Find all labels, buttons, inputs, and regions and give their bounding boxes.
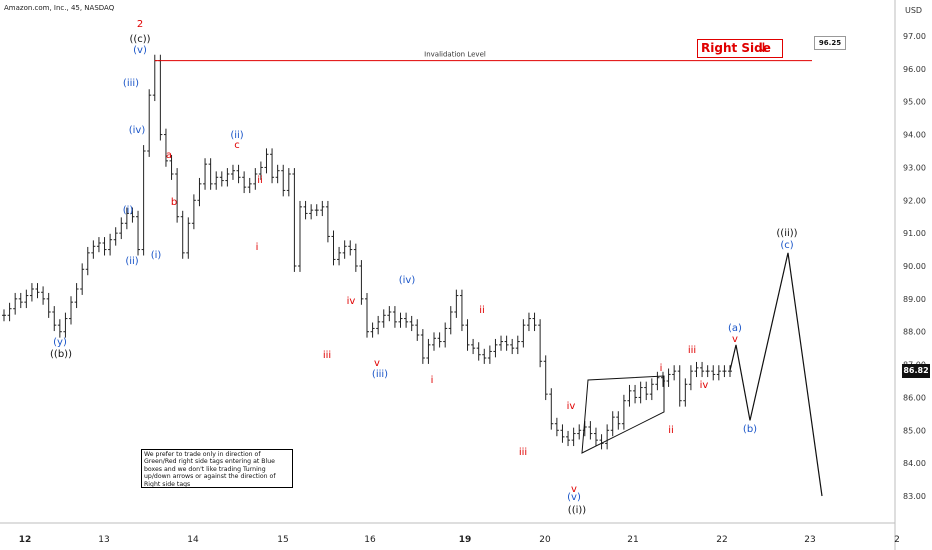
wave-label: i — [256, 242, 259, 253]
invalidation-label: Invalidation Level — [424, 51, 486, 59]
wave-label: i — [431, 375, 434, 386]
invalidation-price-tag: 96.25 — [814, 36, 846, 50]
wave-label: ((c)) — [129, 34, 150, 45]
y-tick-label: 86.00 — [903, 393, 926, 402]
wave-label: (ii) — [125, 256, 138, 267]
wave-label: iii — [519, 447, 527, 458]
wave-label: (iv) — [399, 275, 416, 286]
y-tick-label: 84.00 — [903, 459, 926, 468]
projection-path — [729, 252, 823, 497]
wave-label: (iv) — [129, 125, 146, 136]
y-tick-label: 91.00 — [903, 229, 926, 238]
wave-label: c — [234, 140, 240, 151]
wave-label: iv — [567, 401, 576, 412]
y-tick-label: 96.00 — [903, 65, 926, 74]
wave-label: (a) — [728, 323, 742, 334]
wave-label: (c) — [780, 240, 793, 251]
y-tick-label: 95.00 — [903, 98, 926, 107]
y-tick-label: 94.00 — [903, 131, 926, 140]
x-tick-label: 23 — [804, 535, 815, 545]
trading-note: We prefer to trade only in direction of … — [141, 449, 293, 488]
wave-labels: 2((c))(v)(iii)(iv)(i)(ii)(y)((b))ab(i)(i… — [50, 19, 798, 516]
wave-label: (i) — [151, 250, 162, 261]
y-tick-label: 85.00 — [903, 426, 926, 435]
right-side-label: Right Side — [701, 41, 771, 55]
wave-label: i — [660, 363, 663, 374]
wave-label: v — [571, 484, 577, 495]
x-tick-label: 21 — [627, 535, 638, 545]
wave-label: ((b)) — [50, 349, 72, 360]
wave-label: (v) — [567, 492, 581, 503]
x-tick-label: 13 — [98, 535, 109, 545]
wave-label: ii — [479, 305, 485, 316]
wave-label: (i) — [123, 205, 134, 216]
wave-label: (iii) — [123, 78, 139, 89]
wave-label: (y) — [53, 337, 67, 348]
wave-label: (ii) — [230, 130, 243, 141]
wave-label: ((ii)) — [776, 228, 797, 239]
y-tick-label: 97.00 — [903, 32, 926, 41]
wave-label: iv — [347, 296, 356, 307]
price-bars — [2, 54, 732, 450]
x-tick-label: 2 — [894, 535, 900, 545]
wave-label: b — [171, 197, 177, 208]
wave-label: ii — [257, 175, 263, 186]
x-tick-label: 14 — [187, 535, 199, 545]
wave-label: a — [166, 150, 172, 161]
x-tick-label: 16 — [364, 535, 376, 545]
wave-label: (iii) — [372, 369, 388, 380]
wave-label: iii — [323, 350, 331, 361]
wave-label: ((i)) — [568, 505, 586, 516]
x-tick-label: 22 — [716, 535, 727, 545]
overlay-lines: Invalidation Level — [154, 51, 823, 497]
x-tick-label: 15 — [277, 535, 288, 545]
y-tick-label: 83.00 — [903, 492, 926, 501]
x-tick-label: 12 — [19, 535, 32, 545]
chart-title: Amazon.com, Inc., 45, NASDAQ — [4, 4, 115, 12]
wave-label: v — [374, 358, 380, 369]
y-tick-label: 90.00 — [903, 262, 926, 271]
x-tick-label: 20 — [539, 535, 551, 545]
wave-label: v — [732, 334, 738, 345]
y-tick-label: 92.00 — [903, 196, 926, 205]
right-side-tag: Right Side ↓ — [697, 39, 783, 58]
wave-label: (b) — [743, 424, 757, 435]
y-tick-label: 88.00 — [903, 328, 926, 337]
wave-label: 2 — [137, 19, 143, 30]
x-tick-label: 19 — [459, 535, 472, 545]
y-tick-label: 93.00 — [903, 163, 926, 172]
down-arrow-icon: ↓ — [758, 41, 769, 56]
triangle-pattern — [581, 375, 665, 454]
y-tick-label: 89.00 — [903, 295, 926, 304]
currency-label: USD — [905, 6, 922, 15]
wave-label: (v) — [133, 45, 147, 56]
wave-label: iii — [688, 345, 696, 356]
wave-label: ii — [668, 425, 674, 436]
wave-label: iv — [700, 380, 709, 391]
current-price-tag: 86.82 — [902, 364, 930, 378]
